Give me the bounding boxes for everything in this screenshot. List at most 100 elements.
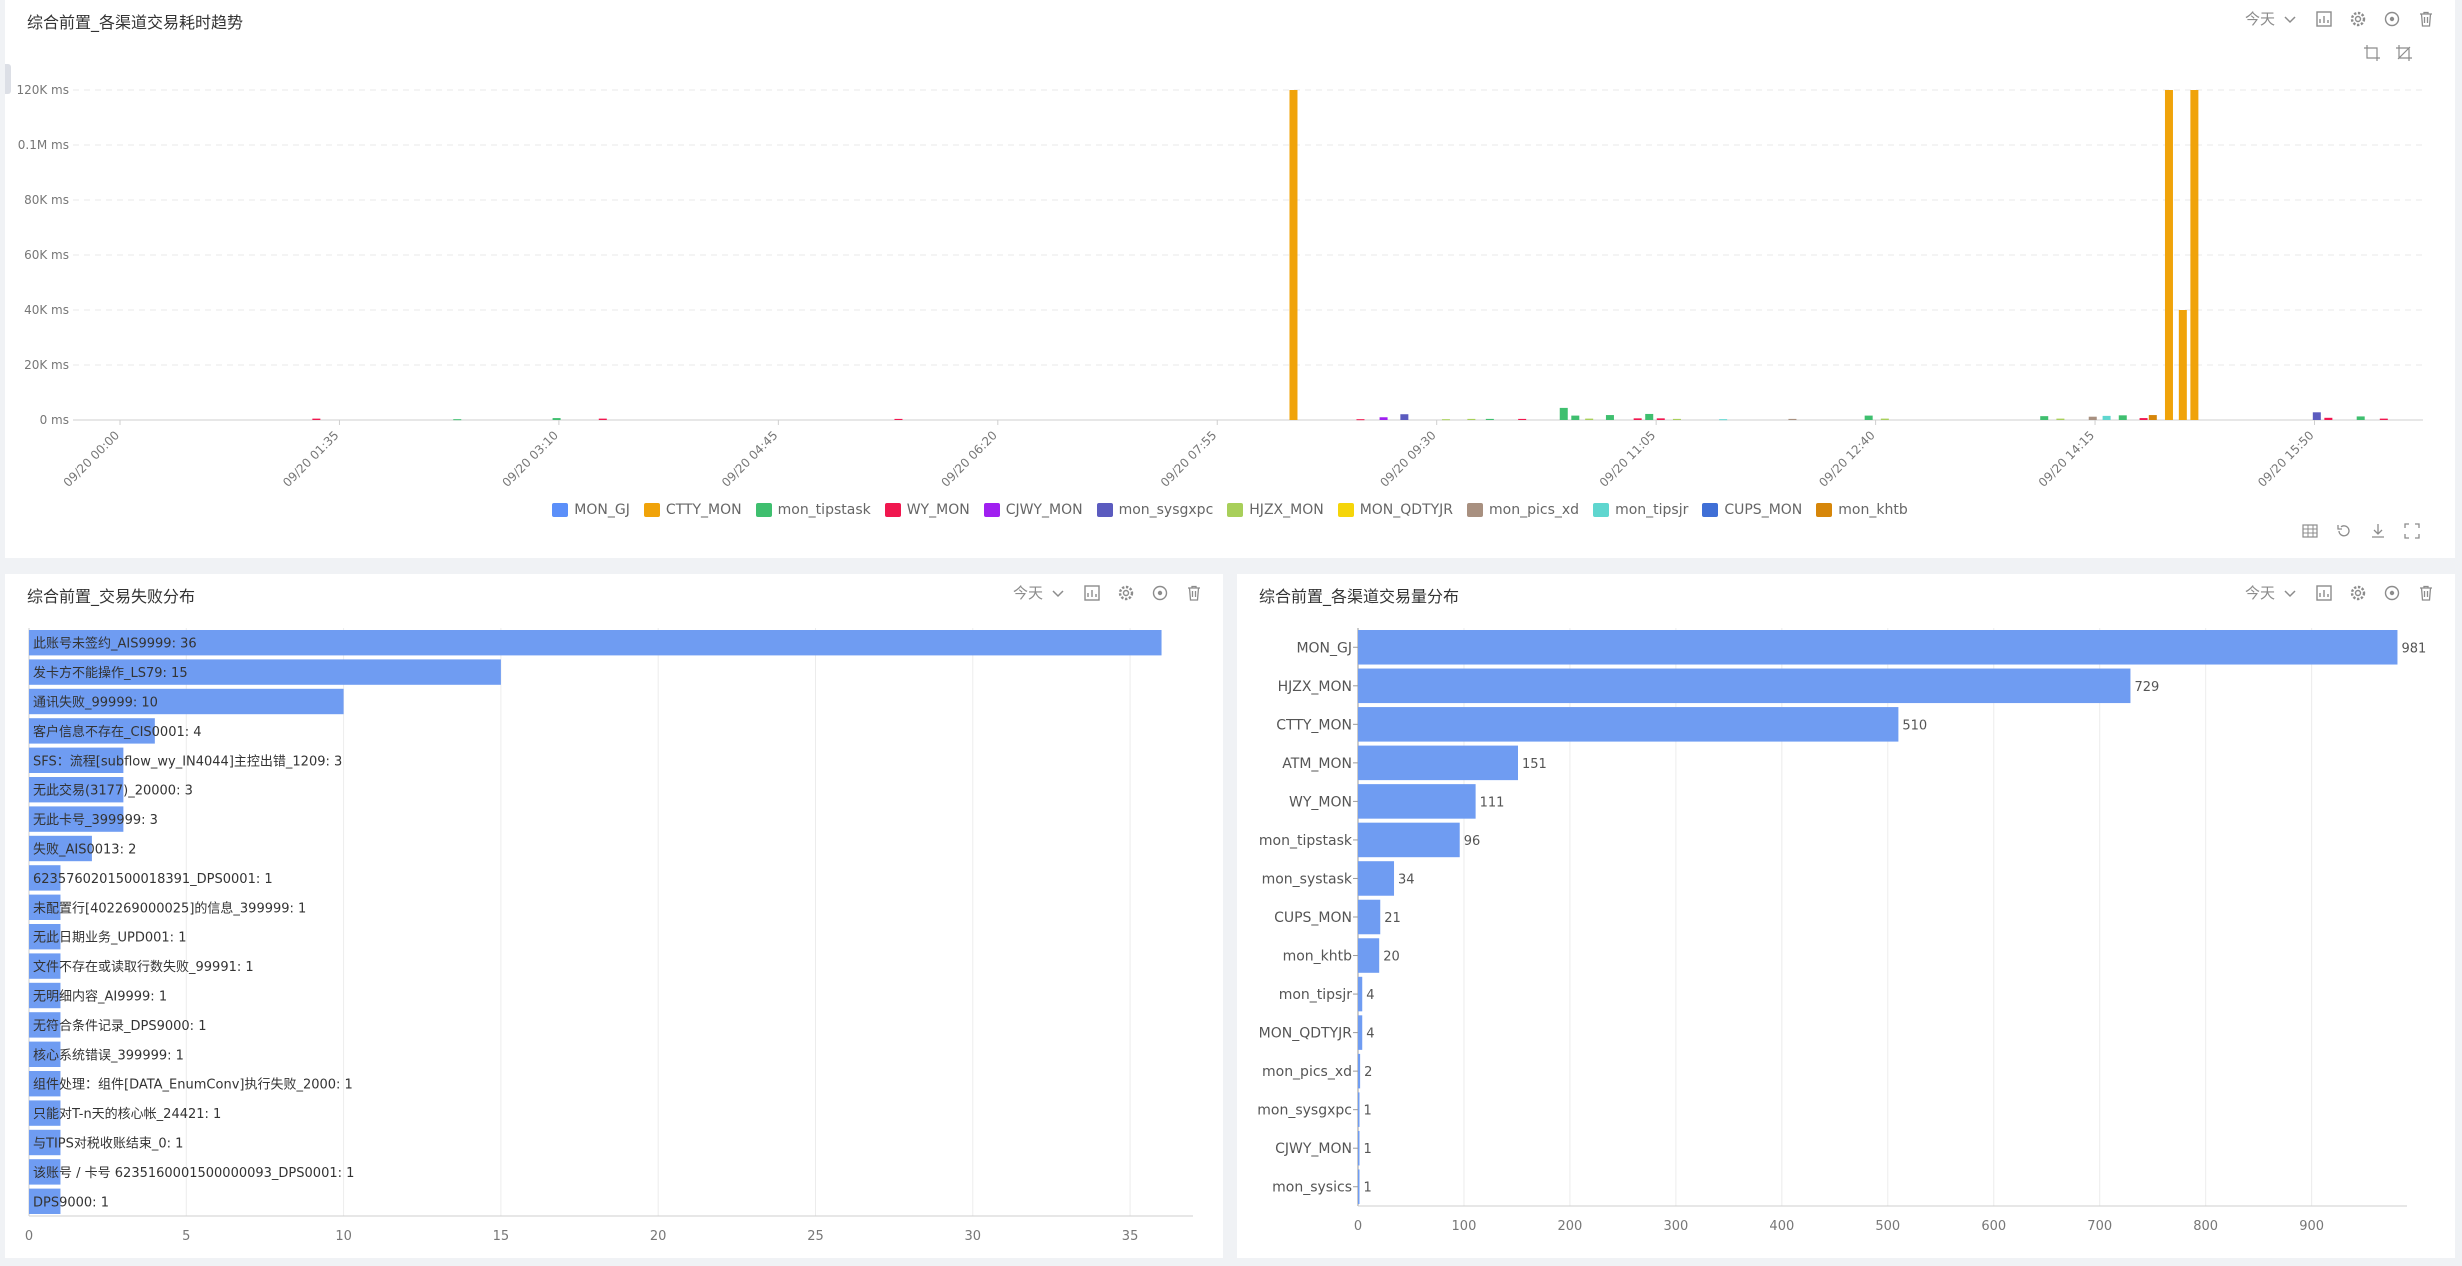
value-label: 1 xyxy=(1364,1142,1372,1157)
trend-range-select[interactable]: 今天 xyxy=(2245,8,2299,29)
y-tick-label: 0 ms xyxy=(40,413,69,427)
x-tick-label: 500 xyxy=(1875,1219,1900,1234)
delete-trash-icon[interactable] xyxy=(2417,584,2435,602)
legend-item[interactable]: WY_MON xyxy=(884,502,970,518)
bar xyxy=(29,1041,61,1067)
legend-swatch xyxy=(1096,503,1113,517)
x-tick-label: 5 xyxy=(182,1229,190,1244)
legend-item[interactable]: mon_tipsjr xyxy=(1593,502,1688,518)
data-view-table-icon[interactable] xyxy=(2301,522,2319,540)
target-icon[interactable] xyxy=(1151,584,1169,602)
fail-panel: 综合前置_交易失败分布 今天 0 5 10 15 20 25 30 35 此账号未签约_AIS9… xyxy=(5,574,1223,1258)
fullscreen-icon[interactable] xyxy=(2403,522,2421,540)
target-icon[interactable] xyxy=(2383,10,2401,28)
bar xyxy=(2148,415,2157,420)
legend-swatch xyxy=(1467,503,1484,517)
legend-item[interactable]: CJWY_MON xyxy=(983,502,1083,518)
bar xyxy=(29,953,61,979)
bar xyxy=(29,835,92,862)
bar-label: 6235760201500018391_DPS0001: 1 xyxy=(33,872,273,887)
legend-item[interactable]: MON_QDTYJR xyxy=(1337,502,1454,518)
value-label: 34 xyxy=(1398,872,1415,887)
bar xyxy=(2164,90,2173,420)
delete-trash-icon[interactable] xyxy=(1185,584,1203,602)
legend-item[interactable]: mon_sysgxpc xyxy=(1096,502,1213,518)
bar xyxy=(2139,418,2148,420)
legend-swatch xyxy=(1337,503,1354,517)
bar-label: SFS：流程[subflow_wy_IN4044]主控出错_1209: 3 xyxy=(33,754,342,769)
chart-type-icon[interactable] xyxy=(2315,10,2333,28)
y-tick-label: 80K ms xyxy=(24,193,69,207)
legend-label: WY_MON xyxy=(906,502,970,518)
trend-title: 综合前置_各渠道交易耗时趋势 xyxy=(27,13,244,32)
x-tick-label: 200 xyxy=(1558,1219,1583,1234)
category-label: mon_tipsjr xyxy=(1279,987,1353,1003)
bar xyxy=(1358,938,1380,973)
x-tick-label: 10 xyxy=(335,1229,352,1244)
value-label: 151 xyxy=(1522,757,1547,772)
chart-type-icon[interactable] xyxy=(2315,584,2333,602)
bar-label: 无此日期业务_UPD001: 1 xyxy=(33,930,186,946)
fail-range-select[interactable]: 今天 xyxy=(1013,582,1067,603)
bar-label: 与TIPS对税收账结束_0: 1 xyxy=(33,1137,183,1152)
bar xyxy=(1358,1169,1360,1204)
bar xyxy=(29,659,501,685)
legend-swatch xyxy=(1816,503,1833,517)
legend-item[interactable]: CUPS_MON xyxy=(1702,502,1802,518)
fail-toolbar: 今天 xyxy=(1013,582,1203,603)
legend-label: MON_QDTYJR xyxy=(1359,502,1454,518)
volume-panel: 综合前置_各渠道交易量分布 今天 0 100 200 300 400 500 600 700 8… xyxy=(1237,574,2455,1258)
legend-item[interactable]: MON_GJ xyxy=(552,502,630,518)
legend-label: mon_tipstask xyxy=(777,502,871,518)
x-tick-label: 400 xyxy=(1769,1219,1794,1234)
legend-item[interactable]: CTTY_MON xyxy=(643,502,742,518)
zoom-reset-icon[interactable] xyxy=(2395,44,2413,62)
value-label: 20 xyxy=(1383,950,1400,965)
category-label: MON_GJ xyxy=(1296,640,1352,656)
chevron-down-icon xyxy=(2281,10,2299,28)
bar xyxy=(598,418,607,420)
legend-swatch xyxy=(983,503,1000,517)
y-tick-label: 0.1M ms xyxy=(18,138,69,152)
bar xyxy=(1571,415,1580,420)
bar xyxy=(1585,418,1594,420)
chart-type-icon[interactable] xyxy=(1083,584,1101,602)
bar xyxy=(1358,784,1476,819)
legend-item[interactable]: mon_khtb xyxy=(1816,502,1908,518)
bar-label: 文件不存在或读取行数失败_99991: 1 xyxy=(33,960,254,975)
settings-gear-icon[interactable] xyxy=(2349,10,2367,28)
download-icon[interactable] xyxy=(2369,522,2387,540)
drag-handle[interactable] xyxy=(5,64,11,94)
target-icon[interactable] xyxy=(2383,584,2401,602)
volume-toolbar: 今天 xyxy=(2245,582,2435,603)
settings-gear-icon[interactable] xyxy=(1117,584,1135,602)
category-label: ATM_MON xyxy=(1282,756,1352,772)
restore-icon[interactable] xyxy=(2335,522,2353,540)
value-label: 111 xyxy=(1480,795,1505,810)
legend-item[interactable]: mon_tipstask xyxy=(755,502,871,518)
bar xyxy=(29,747,124,773)
value-label: 4 xyxy=(1366,1027,1374,1042)
bar xyxy=(29,1159,61,1185)
category-label: mon_systask xyxy=(1262,871,1353,887)
bar-label: 失败_AIS0013: 2 xyxy=(33,843,136,858)
legend-item[interactable]: HJZX_MON xyxy=(1227,502,1324,518)
category-label: MON_QDTYJR xyxy=(1259,1026,1353,1042)
trend-legend: MON_GJ CTTY_MON mon_tipstask WY_MON CJWY_MON… xyxy=(5,502,2455,518)
chevron-down-icon xyxy=(1049,584,1067,602)
delete-trash-icon[interactable] xyxy=(2417,10,2435,28)
volume-range-select[interactable]: 今天 xyxy=(2245,582,2299,603)
x-tick-label: 35 xyxy=(1122,1229,1139,1244)
legend-item[interactable]: mon_pics_xd xyxy=(1467,502,1579,518)
y-tick-label: 60K ms xyxy=(24,248,69,262)
bar xyxy=(1400,414,1409,420)
value-label: 96 xyxy=(1464,834,1481,849)
bar-label: 无符合条件记录_DPS9000: 1 xyxy=(33,1018,206,1034)
x-tick-label: 09/20 15:50 xyxy=(2255,428,2317,490)
settings-gear-icon[interactable] xyxy=(2349,584,2367,602)
bar xyxy=(1518,418,1527,420)
bar xyxy=(2056,418,2065,420)
zoom-select-icon[interactable] xyxy=(2363,44,2381,62)
category-label: WY_MON xyxy=(1289,794,1352,810)
bar-label: 通讯失败_99999: 10 xyxy=(33,696,158,711)
